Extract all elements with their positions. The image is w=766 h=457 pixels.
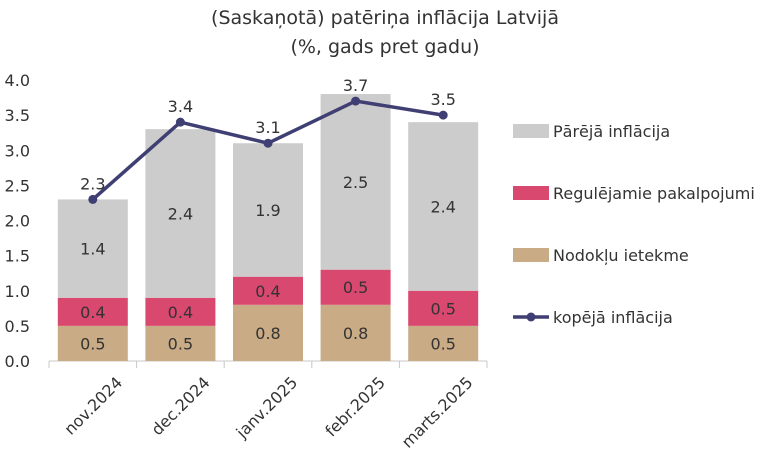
bar-segment — [320, 304, 391, 361]
bar-value-label: 0.5 — [430, 299, 455, 318]
bar-value-label: 2.4 — [168, 204, 193, 223]
bar-value-label: 0.5 — [430, 334, 455, 353]
bar-value-label: 0.4 — [168, 303, 193, 322]
legend-label: Regulējamie pakalpojumi — [553, 184, 755, 203]
line-value-label: 3.7 — [343, 76, 368, 95]
bar-segment — [57, 199, 128, 298]
bar-value-label: 0.8 — [343, 324, 368, 343]
bar-segment — [57, 325, 128, 361]
line-point — [88, 194, 98, 204]
legend: Pārējā inflācija Regulējamie pakalpojumi N… — [513, 122, 755, 327]
bar-segment — [233, 304, 303, 361]
bar-value-label: 0.4 — [80, 303, 105, 322]
legend-label: Nodokļu ietekme — [553, 246, 689, 265]
bar-segment — [408, 290, 479, 326]
bar-value-label: 2.4 — [430, 197, 455, 216]
bar-segment — [145, 129, 216, 298]
line-point — [438, 110, 448, 120]
bar-value-label: 1.9 — [255, 201, 280, 220]
line-value-label: 3.5 — [430, 90, 455, 109]
y-tick-label: 4.0 — [5, 71, 30, 90]
bar-segment — [408, 325, 479, 361]
y-tick-label: 0.0 — [5, 352, 30, 371]
bar-segment — [57, 297, 128, 326]
x-tick-label: febr.2025 — [321, 373, 389, 441]
legend-swatch — [513, 186, 549, 200]
bar-segment — [320, 94, 391, 270]
bar-segment — [408, 122, 479, 291]
line-value-label: 3.4 — [168, 97, 193, 116]
bar-value-label: 1.4 — [80, 240, 105, 259]
legend-swatch — [513, 124, 549, 138]
legend-swatch — [513, 248, 549, 262]
bar-value-label: 0.5 — [80, 334, 105, 353]
chart-title: (Saskaņotā) patēriņa inflācija Latvijā — [211, 7, 559, 29]
line-value-label: 3.1 — [255, 118, 280, 137]
bar-value-label: 2.5 — [343, 173, 368, 192]
bar-segment — [320, 269, 391, 305]
y-tick-label: 1.5 — [5, 247, 30, 266]
y-tick-label: 0.5 — [5, 317, 30, 336]
line-point — [263, 138, 273, 148]
bar-segment — [233, 276, 303, 305]
y-tick-label: 1.0 — [5, 282, 30, 301]
x-tick-label: marts.2025 — [398, 373, 477, 452]
line-point — [175, 117, 185, 127]
y-tick-label: 2.5 — [5, 176, 30, 195]
bar-segment — [145, 297, 216, 326]
total-inflation-line: 2.3 3.4 3.1 3.7 3.5 — [80, 76, 456, 204]
bar-value-label: 0.4 — [255, 282, 280, 301]
y-tick-label: 2.0 — [5, 212, 30, 231]
legend-label: kopējā inflācija — [553, 308, 673, 327]
bar-value-label: 0.8 — [255, 324, 280, 343]
x-tick-label: nov.2024 — [60, 373, 126, 439]
y-tick-label: 3.5 — [5, 106, 30, 125]
line-value-label: 2.3 — [80, 174, 105, 193]
line-point — [351, 96, 361, 106]
x-tick-label: janv.2025 — [232, 373, 302, 443]
bar-segment — [233, 143, 303, 277]
chart-subtitle: (%, gads pret gadu) — [290, 36, 479, 58]
legend-label: Pārējā inflācija — [553, 122, 670, 141]
y-tick-label: 3.0 — [5, 141, 30, 160]
legend-marker — [526, 312, 536, 322]
x-axis: nov.2024 dec.2024 janv.2025 febr.2025 marts.… — [48, 360, 488, 452]
bar-segment — [145, 325, 216, 361]
y-axis: 0.0 0.5 1.0 1.5 2.0 2.5 3.0 3.5 4.0 — [5, 71, 30, 371]
bar-value-label: 0.5 — [343, 278, 368, 297]
x-tick-label: dec.2024 — [148, 373, 214, 439]
bar-value-label: 0.5 — [168, 334, 193, 353]
bar-stacks: 0.5 0.4 1.4 0.5 0.4 2.4 0.8 0.4 1.9 0.8 0.5 2.5 0.5 0… — [57, 94, 479, 361]
